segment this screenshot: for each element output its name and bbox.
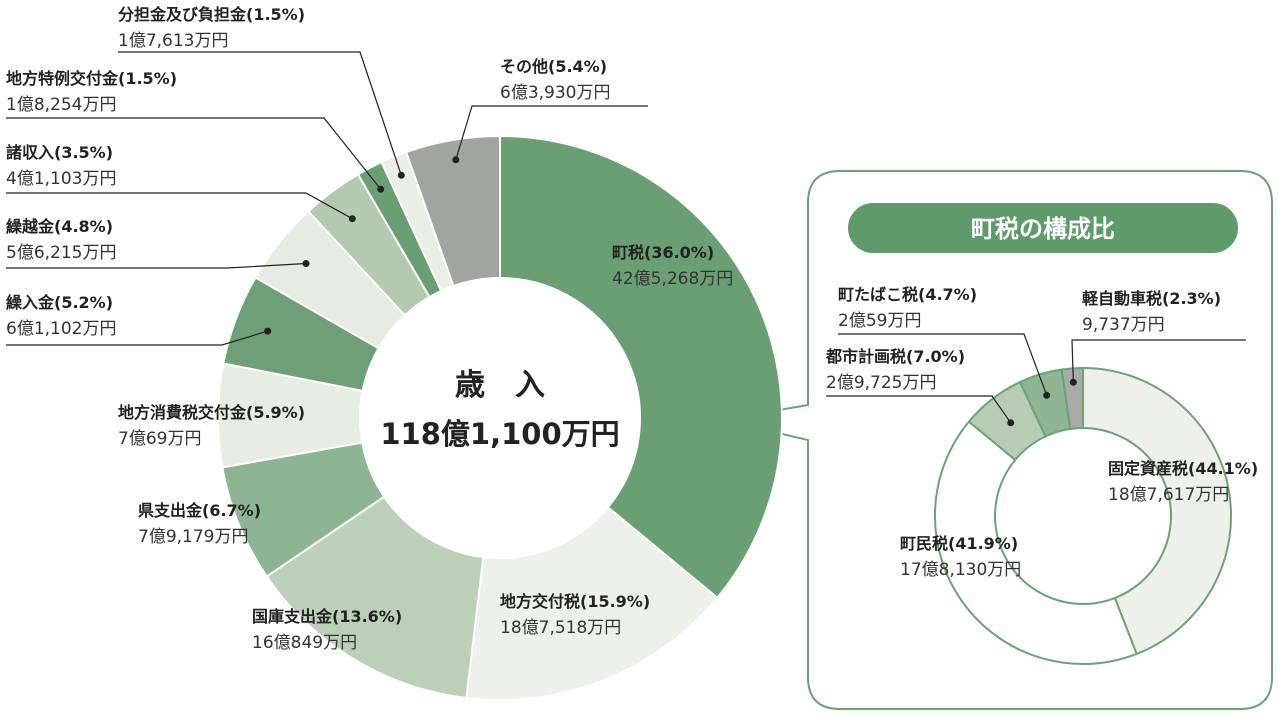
town-tax-title: 町税の構成比 xyxy=(971,215,1115,243)
town-tax-leader-dot-3 xyxy=(1043,391,1051,399)
revenue-label-amount-3: 7億9,179万円 xyxy=(138,527,248,547)
town-tax-label-name-3: 町たばこ税 xyxy=(838,285,918,304)
town-tax-leader-4 xyxy=(1071,339,1246,383)
revenue-leader-6 xyxy=(6,262,307,269)
revenue-label-name-3: 県支出金 xyxy=(138,501,203,520)
town-tax-slice-4 xyxy=(1060,366,1084,431)
revenue-label-pct-8: (1.5%) xyxy=(118,69,177,88)
town-tax-label-amount-2: 2億9,725万円 xyxy=(826,373,936,393)
revenue-label-9: 分担金及び負担金(1.5%) xyxy=(118,5,305,24)
revenue-label-name-10: その他 xyxy=(500,57,548,76)
town-tax-label-name-0: 固定資産税 xyxy=(1108,459,1188,478)
town-tax-label-3: 町たばこ税(4.7%) xyxy=(838,285,977,304)
revenue-leader-dot-10 xyxy=(452,156,460,164)
town-tax-label-1: 町民税(41.9%) xyxy=(900,534,1018,553)
revenue-label-pct-6: (4.8%) xyxy=(54,217,113,236)
town-tax-donut xyxy=(934,366,1232,665)
revenue-center-total: 118億1,100万円 xyxy=(380,417,619,451)
town-tax-label-amount-1: 17億8,130万円 xyxy=(900,560,1021,580)
revenue-label-amount-8: 1億8,254万円 xyxy=(6,95,116,115)
town-tax-label-amount-3: 2億59万円 xyxy=(838,311,921,331)
revenue-leader-7 xyxy=(6,192,353,220)
town-tax-title-pill xyxy=(848,203,1238,253)
revenue-slice-0 xyxy=(499,134,783,600)
revenue-label-pct-2: (13.6%) xyxy=(332,607,402,626)
town-tax-label-pct-4: (2.3%) xyxy=(1162,289,1221,308)
revenue-label-amount-9: 1億7,613万円 xyxy=(118,31,228,51)
revenue-slice-10 xyxy=(404,134,501,288)
revenue-label-name-6: 繰越金 xyxy=(6,217,55,236)
revenue-label-pct-4: (5.9%) xyxy=(246,403,305,422)
town-tax-leader-3 xyxy=(838,333,1048,396)
revenue-label-name-1: 地方交付税 xyxy=(500,592,580,611)
revenue-label-name-2: 国庫支出金 xyxy=(252,607,333,626)
town-tax-label-name-2: 都市計画税 xyxy=(825,347,906,366)
town-tax-label-pct-0: (44.1%) xyxy=(1188,459,1258,478)
revenue-label-8: 地方特例交付金(1.5%) xyxy=(6,69,177,88)
revenue-leader-dot-5 xyxy=(264,327,272,335)
revenue-label-pct-9: (1.5%) xyxy=(246,5,305,24)
revenue-slice-2 xyxy=(265,495,485,700)
revenue-leader-dot-7 xyxy=(348,215,356,223)
town-tax-label-pct-1: (41.9%) xyxy=(948,534,1018,553)
revenue-label-pct-3: (6.7%) xyxy=(202,501,261,520)
town-tax-label-2: 都市計画税(7.0%) xyxy=(825,347,965,366)
town-tax-label-name-4: 軽自動車税 xyxy=(1082,289,1162,308)
revenue-label-0: 町税(36.0%) xyxy=(612,243,714,262)
revenue-leader-8 xyxy=(6,117,382,190)
revenue-label-amount-1: 18億7,518万円 xyxy=(500,618,621,638)
revenue-leader-dot-8 xyxy=(377,185,385,193)
town-tax-slice-1 xyxy=(934,420,1138,665)
revenue-label-amount-2: 16億849万円 xyxy=(252,633,357,653)
revenue-label-name-9: 分担金及び負担金 xyxy=(118,5,247,24)
revenue-label-1: 地方交付税(15.9%) xyxy=(500,592,650,611)
revenue-center-title: 歳 入 xyxy=(455,368,545,403)
revenue-label-pct-10: (5.4%) xyxy=(548,57,607,76)
town-tax-label-pct-2: (7.0%) xyxy=(906,347,965,366)
revenue-label-name-5: 繰入金 xyxy=(6,293,55,312)
town-tax-leader-2 xyxy=(826,395,1012,424)
town-tax-label-amount-0: 18億7,617万円 xyxy=(1108,485,1229,505)
revenue-label-3: 県支出金(6.7%) xyxy=(138,501,261,520)
town-tax-leader-dot-4 xyxy=(1069,378,1077,386)
revenue-label-pct-5: (5.2%) xyxy=(54,293,113,312)
leader-lines xyxy=(6,51,1246,427)
revenue-label-2: 国庫支出金(13.6%) xyxy=(252,607,402,626)
revenue-label-5: 繰入金(5.2%) xyxy=(6,293,113,312)
revenue-label-amount-5: 6億1,102万円 xyxy=(6,319,116,339)
town-tax-slice-0 xyxy=(1082,366,1232,656)
revenue-leader-5 xyxy=(6,330,268,346)
revenue-leader-10 xyxy=(455,105,648,160)
town-tax-label-amount-4: 9,737万円 xyxy=(1082,315,1165,335)
revenue-label-name-0: 町税 xyxy=(612,243,644,262)
revenue-label-amount-4: 7億69万円 xyxy=(118,429,201,449)
revenue-label-6: 繰越金(4.8%) xyxy=(6,217,113,236)
revenue-leader-dot-6 xyxy=(302,260,310,267)
town-tax-label-4: 軽自動車税(2.3%) xyxy=(1082,289,1221,308)
revenue-leader-dot-9 xyxy=(397,171,405,179)
revenue-label-name-7: 諸収入 xyxy=(6,143,54,162)
revenue-label-pct-0: (36.0%) xyxy=(644,243,714,262)
revenue-label-amount-0: 42億5,268万円 xyxy=(612,269,733,289)
town-tax-leader-dot-2 xyxy=(1007,419,1015,427)
revenue-label-7: 諸収入(3.5%) xyxy=(6,143,113,162)
revenue-donut xyxy=(217,134,783,701)
revenue-label-4: 地方消費税交付金(5.9%) xyxy=(118,403,305,422)
town-tax-label-pct-3: (4.7%) xyxy=(918,285,977,304)
revenue-label-name-8: 地方特例交付金 xyxy=(6,69,119,88)
revenue-label-pct-1: (15.9%) xyxy=(580,592,650,611)
revenue-slice-1 xyxy=(465,505,719,701)
revenue-label-name-4: 地方消費税交付金 xyxy=(118,403,247,422)
revenue-label-pct-7: (3.5%) xyxy=(54,143,113,162)
revenue-label-amount-7: 4億1,103万円 xyxy=(6,169,116,189)
town-tax-label-0: 固定資産税(44.1%) xyxy=(1108,459,1258,478)
revenue-leader-9 xyxy=(118,51,402,176)
revenue-label-10: その他(5.4%) xyxy=(500,57,607,76)
revenue-label-amount-6: 5億6,215万円 xyxy=(6,243,116,263)
town-tax-label-name-1: 町民税 xyxy=(900,534,948,553)
revenue-label-amount-10: 6億3,930万円 xyxy=(500,83,610,103)
